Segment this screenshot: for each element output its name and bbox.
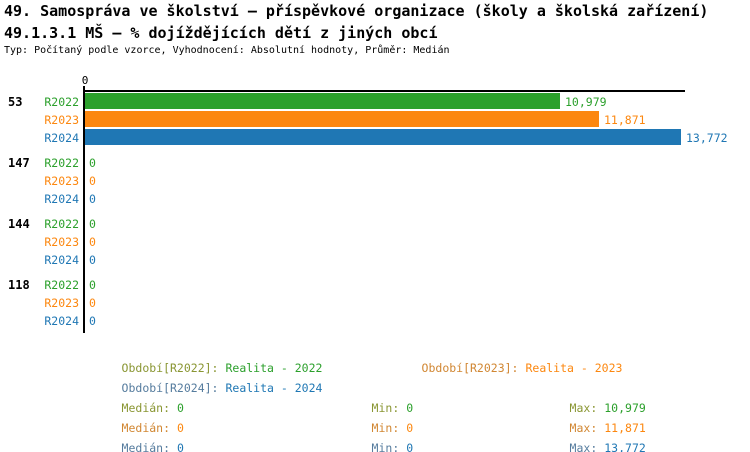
group-label: 53 bbox=[8, 95, 23, 109]
stat-label: Max: bbox=[569, 421, 598, 435]
bar-value-label: 0 bbox=[89, 235, 96, 249]
bar-value-label: 0 bbox=[89, 174, 96, 188]
stat-median-r2023: Medián: 0 bbox=[80, 407, 184, 449]
stat-label: Medián: bbox=[121, 421, 171, 435]
bar bbox=[85, 111, 599, 127]
stat-median-r2022: Medián: 0 bbox=[80, 387, 184, 429]
bar bbox=[85, 93, 560, 109]
bar-value-label: 0 bbox=[89, 156, 96, 170]
legend-entry-value: Realita - 2022 bbox=[225, 361, 323, 375]
stat-value: 11,871 bbox=[604, 421, 646, 435]
series-label: R2024 bbox=[44, 314, 79, 328]
legend-entry-r2024: Období[R2024]: Realita - 2024 bbox=[80, 367, 323, 409]
bar-value-label: 10,979 bbox=[565, 95, 607, 109]
bar-value-label: 11,871 bbox=[604, 113, 646, 127]
stat-max-r2023: Max: 11,871 bbox=[528, 407, 646, 449]
x-axis-zero-tick-label: 0 bbox=[81, 74, 89, 87]
report-subtitle: 49.1.3.1 MŠ – % dojíždějících dětí z jin… bbox=[4, 24, 438, 42]
stat-label: Min: bbox=[371, 441, 400, 452]
stat-value: 0 bbox=[406, 441, 414, 452]
group-label: 144 bbox=[8, 217, 30, 231]
stat-label: Max: bbox=[569, 441, 598, 452]
series-label: R2023 bbox=[44, 113, 79, 127]
stat-label: Min: bbox=[371, 421, 400, 435]
series-label: R2022 bbox=[44, 217, 79, 231]
stat-min-r2023: Min: 0 bbox=[330, 407, 414, 449]
stat-label: Max: bbox=[569, 401, 598, 415]
series-label: R2024 bbox=[44, 131, 79, 145]
stat-value: 10,979 bbox=[604, 401, 646, 415]
series-label: R2023 bbox=[44, 235, 79, 249]
bar-value-label: 0 bbox=[89, 217, 96, 231]
bar-value-label: 13,772 bbox=[686, 131, 728, 145]
stat-value: 0 bbox=[177, 401, 184, 415]
stat-min-r2022: Min: 0 bbox=[330, 387, 414, 429]
group-label: 118 bbox=[8, 278, 30, 292]
bar-value-label: 0 bbox=[89, 296, 96, 310]
bar-value-label: 0 bbox=[89, 278, 96, 292]
stat-max-r2024: Max: 13,772 bbox=[528, 427, 646, 452]
series-label: R2023 bbox=[44, 296, 79, 310]
bar-value-label: 0 bbox=[89, 314, 96, 328]
series-label: R2022 bbox=[44, 156, 79, 170]
series-label: R2022 bbox=[44, 278, 79, 292]
y-axis-line bbox=[83, 86, 85, 333]
group-label: 147 bbox=[8, 156, 30, 170]
stat-min-r2024: Min: 0 bbox=[330, 427, 414, 452]
stat-value: 0 bbox=[406, 401, 414, 415]
stat-value: 0 bbox=[177, 421, 184, 435]
stat-label: Min: bbox=[371, 401, 400, 415]
legend-entry-r2023: Období[R2023]: Realita - 2023 bbox=[380, 347, 623, 389]
report-title: 49. Samospráva ve školství – příspěvkové… bbox=[4, 2, 709, 20]
report-meta-line: Typ: Počítaný podle vzorce, Vyhodnocení:… bbox=[4, 45, 450, 56]
x-axis-line bbox=[83, 90, 685, 92]
stat-value: 0 bbox=[406, 421, 414, 435]
legend-entry-label: Období[R2023]: bbox=[421, 361, 519, 375]
legend-entry-r2022: Období[R2022]: Realita - 2022 bbox=[80, 347, 323, 389]
legend-entry-value: Realita - 2023 bbox=[525, 361, 623, 375]
stat-label: Medián: bbox=[121, 441, 171, 452]
legend-entry-label: Období[R2022]: bbox=[121, 361, 219, 375]
series-label: R2024 bbox=[44, 253, 79, 267]
bar-value-label: 0 bbox=[89, 253, 96, 267]
bar bbox=[85, 129, 681, 145]
stat-value: 0 bbox=[177, 441, 184, 452]
series-label: R2023 bbox=[44, 174, 79, 188]
legend-entry-value: Realita - 2024 bbox=[225, 381, 323, 395]
bar-value-label: 0 bbox=[89, 192, 96, 206]
stat-max-r2022: Max: 10,979 bbox=[528, 387, 646, 429]
series-label: R2022 bbox=[44, 95, 79, 109]
legend-entry-label: Období[R2024]: bbox=[121, 381, 219, 395]
stat-label: Medián: bbox=[121, 401, 171, 415]
stat-value: 13,772 bbox=[604, 441, 646, 452]
series-label: R2024 bbox=[44, 192, 79, 206]
stat-median-r2024: Medián: 0 bbox=[80, 427, 184, 452]
